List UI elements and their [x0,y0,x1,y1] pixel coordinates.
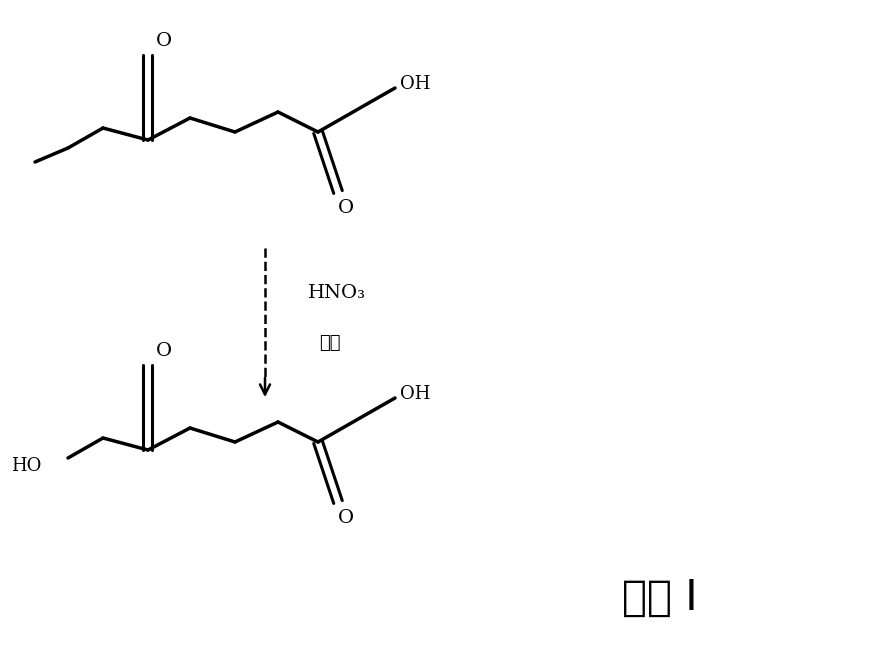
Text: O: O [337,199,354,217]
Text: O: O [337,509,354,527]
Text: OH: OH [399,75,429,93]
Text: HNO₃: HNO₃ [307,284,365,302]
Text: OH: OH [399,385,429,403]
Text: HO: HO [11,457,41,475]
Text: 条件: 条件 [319,334,341,352]
Text: O: O [155,32,172,50]
Text: O: O [155,342,172,360]
Text: 反应 I: 反应 I [622,577,697,619]
